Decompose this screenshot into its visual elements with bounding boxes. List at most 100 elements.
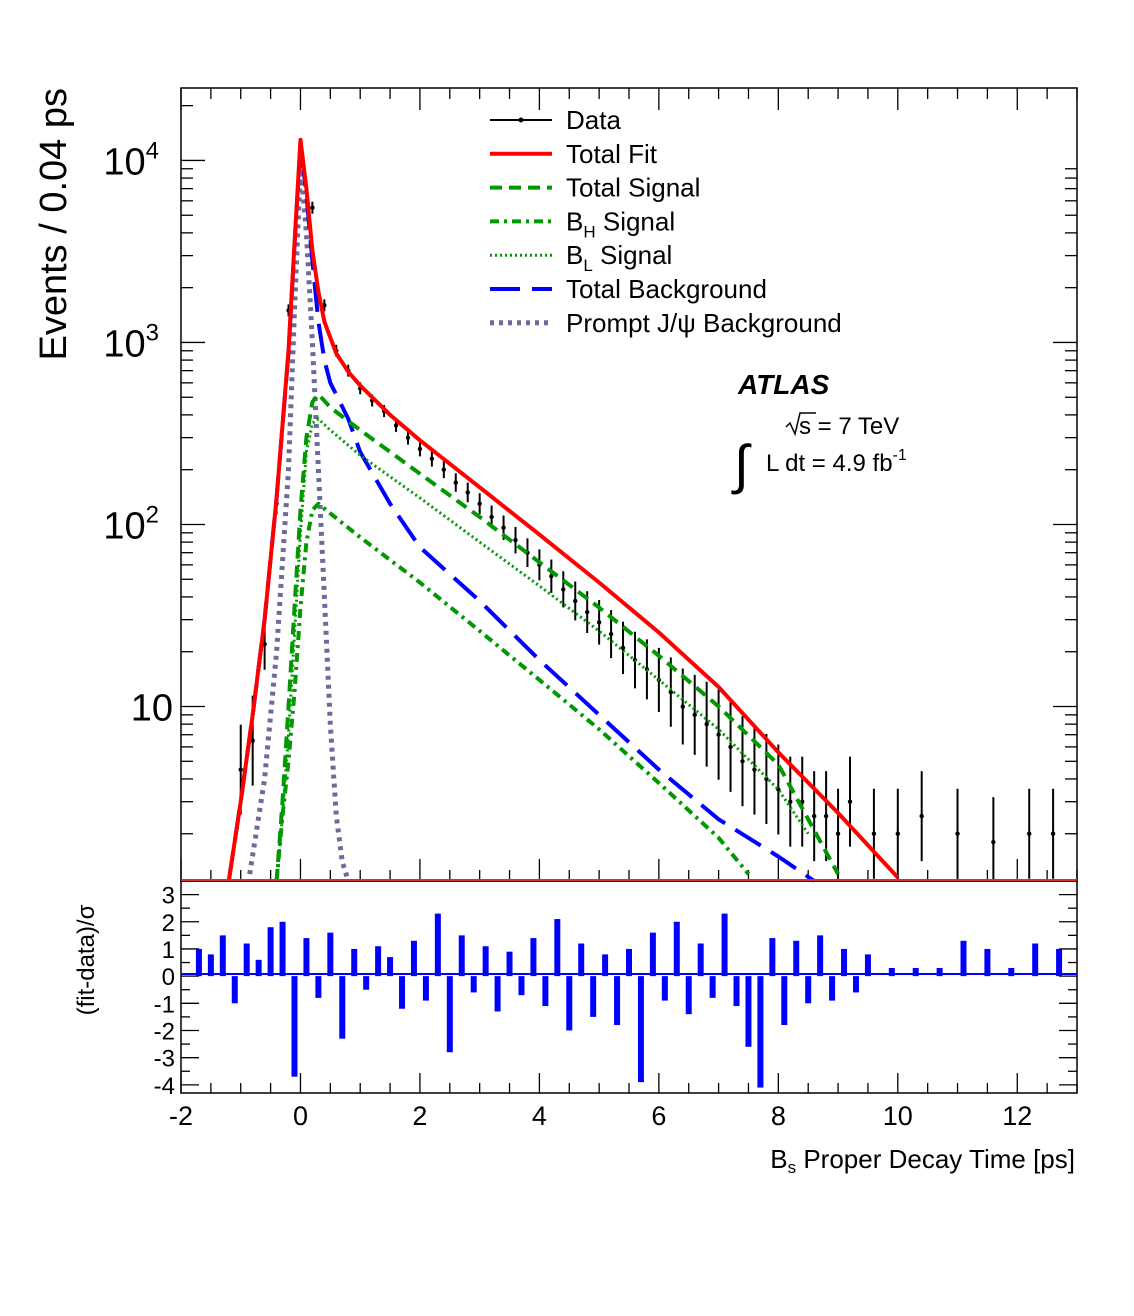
energy-label: s = 7 TeV (799, 413, 899, 440)
residual-bar (207, 954, 214, 977)
residual-y-tick-label: 3 (162, 883, 175, 910)
y-tick-label: 102 (103, 501, 159, 547)
legend-label: Total Fit (566, 139, 658, 169)
residual-bar (1008, 967, 1015, 977)
residual-bar (984, 948, 991, 977)
residual-bar (422, 976, 429, 1001)
data-point (573, 598, 578, 604)
data-point (895, 831, 900, 836)
data-point (835, 831, 841, 836)
data-point (513, 537, 518, 543)
residual-y-tick-label: -2 (154, 1018, 175, 1045)
legend-entry: Total Signal (490, 173, 700, 203)
data-point (453, 480, 458, 485)
y-tick-label: 104 (103, 137, 159, 183)
residual-bar (1032, 943, 1039, 977)
data-point (704, 721, 709, 727)
data-point (788, 799, 793, 804)
residual-bar (291, 976, 298, 1077)
data-point (668, 689, 674, 695)
series-b-h-signal (274, 501, 751, 882)
residual-bar (637, 976, 644, 1083)
residual-bar (219, 935, 226, 977)
residual-bar (1056, 948, 1063, 977)
series-prompt-j-background (247, 162, 351, 882)
residual-bar (817, 935, 824, 977)
main-y-axis-title: Events / 0.04 ps (33, 88, 75, 361)
data-point (561, 587, 566, 592)
data-point (405, 435, 411, 440)
x-tick-label: 8 (771, 1101, 786, 1131)
data-point (608, 631, 614, 637)
data-point (429, 456, 435, 461)
residual-bar (458, 935, 465, 977)
residual-y-tick-label: -1 (154, 991, 175, 1018)
legend-entry: Prompt J/ψ Background (490, 308, 842, 338)
residual-bar (649, 932, 656, 977)
data-point (692, 712, 697, 718)
x-tick-label: 10 (883, 1101, 913, 1131)
legend-entry: BH Signal (490, 206, 675, 241)
legend-entry: Total Fit (490, 139, 658, 169)
luminosity-label: L dt = 4.9 fb-1 (766, 447, 907, 477)
series-total-signal (274, 392, 840, 882)
series-total-background (226, 140, 816, 883)
residual-bar (614, 976, 621, 1026)
sqrt-sign (785, 412, 816, 437)
residual-bar (195, 948, 202, 977)
data-point (811, 813, 817, 819)
residual-bar (805, 976, 812, 1004)
residual-bar (506, 951, 513, 977)
residual-bar (936, 967, 943, 977)
legend-label: Total Background (566, 274, 767, 304)
residual-bar (279, 921, 286, 977)
residual-bar (363, 976, 370, 990)
residual-bar (960, 940, 967, 977)
residual-y-axis-title: (fit-data)/σ (73, 904, 100, 1015)
data-point (584, 609, 590, 615)
residual-bar (673, 921, 680, 977)
residual-bar (793, 940, 800, 977)
residual-bar (255, 959, 262, 977)
data-point (501, 525, 506, 530)
residual-bar (852, 976, 859, 993)
residual-bar (829, 976, 836, 1001)
residual-bar (446, 976, 453, 1053)
residual-bar (745, 976, 752, 1047)
residual-bar (697, 943, 704, 977)
data-point (740, 759, 745, 764)
data-point (477, 501, 482, 506)
data-point (1050, 831, 1056, 836)
data-point (465, 490, 470, 495)
data-point (955, 831, 960, 836)
residual-bar (410, 940, 417, 977)
residual-bar (554, 919, 561, 977)
legend-label: Prompt J/ψ Background (566, 308, 842, 338)
legend-label: Data (566, 105, 621, 135)
residual-bar (709, 976, 716, 998)
legend-entry: BL Signal (490, 240, 672, 275)
main-y-ticks: 10 102 103 104 (103, 104, 1077, 835)
residual-bar (387, 957, 394, 977)
y-tick-label: 103 (103, 319, 159, 365)
residual-bar (470, 976, 477, 993)
residual-bar (757, 976, 764, 1088)
residual-bar (661, 976, 668, 1001)
residual-bar (566, 976, 573, 1031)
x-tick-label: 0 (293, 1101, 308, 1131)
residual-bar (267, 927, 274, 977)
legend-label: Total Signal (566, 173, 700, 203)
x-tick-label: 2 (412, 1101, 427, 1131)
data-point (823, 813, 829, 819)
atlas-annotation: ATLAS ∫ s = 7 TeV L dt = 4.9 fb-1 (731, 369, 907, 495)
residual-bar (399, 976, 406, 1009)
residual-bar (315, 976, 322, 998)
residual-bar (912, 967, 919, 977)
legend-entry: Total Background (490, 274, 767, 304)
residual-x-ticks: -2 0 2 4 6 8 10 12 (169, 1073, 1078, 1131)
x-tick-label: 12 (1002, 1101, 1032, 1131)
y-tick-label: 10 (131, 688, 173, 730)
